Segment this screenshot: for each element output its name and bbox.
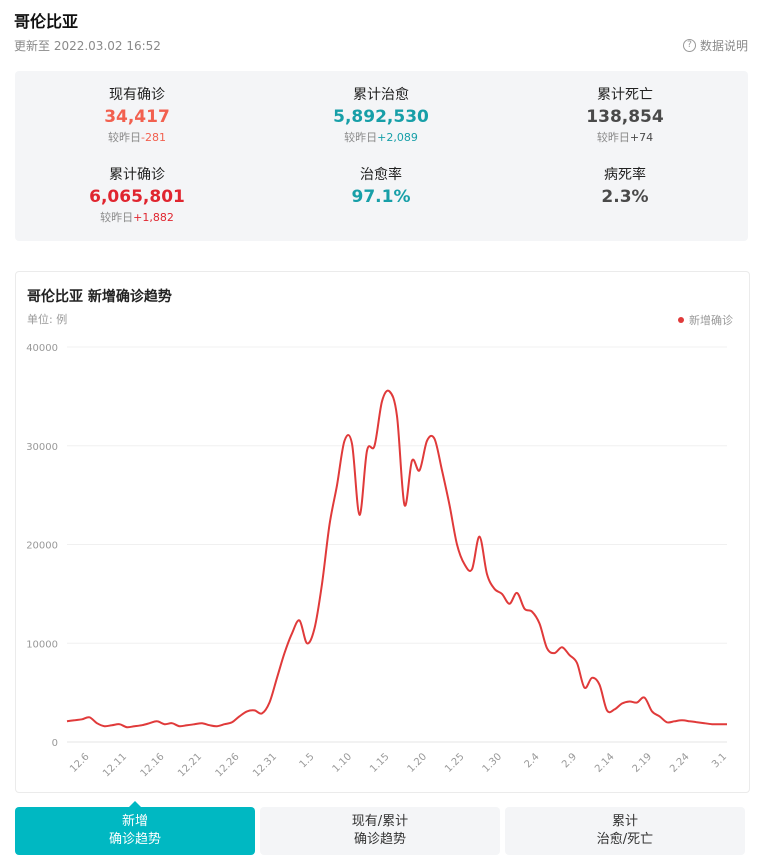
x-tick-label: 1.25 [443,751,467,775]
legend-dot-icon [678,317,684,323]
x-tick-label: 12.11 [101,751,129,779]
y-tick-label: 0 [52,738,58,749]
stat-delta-prefix: 较昨日 [100,211,134,224]
x-tick-label: 2.19 [631,751,655,775]
tab-current-total-trend[interactable]: 现有/累计 确诊趋势 [260,807,500,855]
x-tick-label: 12.16 [139,751,167,779]
x-tick-label: 1.5 [298,751,317,770]
y-tick-label: 20000 [26,541,58,552]
stat-value: 34,417 [104,107,170,127]
chart-title: 哥伦比亚 新增确诊趋势 [27,289,172,305]
stat-delta-prefix: 较昨日 [596,131,630,144]
stat-delta-prefix: 较昨日 [344,131,378,144]
stat-delta: 较昨日+2,089 [259,129,503,145]
stat-delta-value: +2,089 [377,131,418,144]
stat-value: 5,892,530 [333,107,429,127]
y-tick-label: 40000 [26,343,58,354]
stat-delta-value: -281 [141,131,166,144]
x-tick-label: 2.9 [560,751,579,770]
x-tick-label: 2.14 [593,751,617,775]
question-circle-icon: ? [682,39,696,52]
stat-label: 累计确诊 [109,167,165,183]
tab-label-line2: 确诊趋势 [108,832,161,847]
stat-value: 2.3% [601,187,649,207]
data-help-label: 数据说明 [699,39,748,53]
chart-tabs: 新增 确诊趋势 现有/累计 确诊趋势 累计 治愈/死亡 [15,801,748,855]
stat-label: 累计治愈 [353,87,409,103]
x-tick-label: 1.15 [368,751,392,775]
x-tick-label: 3.1 [710,751,729,770]
tab-pointer-icon [129,801,141,807]
series-line-new-confirmed [66,389,727,729]
stat-total-recovered: 累计治愈 5,892,530 较昨日+2,089 [259,84,503,145]
x-tick-label: 1.30 [481,751,505,775]
tab-label-line2: 治愈/死亡 [596,832,654,847]
data-help-link[interactable]: ? 数据说明 [682,37,748,54]
update-time: 更新至 2022.03.02 16:52 [14,39,161,53]
tab-new-confirmed-trend[interactable]: 新增 确诊趋势 [15,801,255,855]
stat-delta: 较昨日-281 [15,129,259,145]
stat-label: 治愈率 [360,167,402,183]
stat-current-confirmed: 现有确诊 34,417 较昨日-281 [15,84,259,145]
x-tick-label: 12.26 [214,751,242,779]
stat-label: 病死率 [604,167,646,183]
stat-delta-value: +1,882 [133,211,174,224]
tab-total-recovered-deaths[interactable]: 累计 治愈/死亡 [505,807,745,855]
y-tick-label: 30000 [26,442,58,453]
x-tick-label: 12.21 [176,751,204,779]
stat-recovery-rate: 治愈率 97.1% [259,164,503,207]
x-tick-label: 1.20 [406,751,430,775]
x-tick-label: 2.24 [668,751,692,775]
tab-label-line1: 累计 [611,814,638,829]
trend-line-chart: 0 10000 20000 30000 40000 12.6 12.11 12.16 12.21… [26,343,729,779]
x-tick-label: 12.31 [251,751,279,779]
legend-label: 新增确诊 [689,314,733,327]
stat-value: 6,065,801 [89,187,185,207]
x-tick-label: 2.4 [523,751,542,770]
tab-label-line2: 确诊趋势 [353,832,406,847]
stat-label: 累计死亡 [597,87,653,103]
stat-value: 97.1% [351,187,411,207]
stat-total-confirmed: 累计确诊 6,065,801 较昨日+1,882 [15,164,259,225]
x-tick-label: 12.6 [68,751,92,775]
stat-total-deaths: 累计死亡 138,854 较昨日+74 [503,84,747,145]
y-tick-label: 10000 [26,639,58,650]
trend-chart-card: 哥伦比亚 新增确诊趋势 单位: 例 新增确诊 0 10000 20000 30000 4… [15,271,750,793]
stat-value: 138,854 [586,107,664,127]
stat-label: 现有确诊 [109,87,165,103]
tab-label-line1: 新增 [121,814,148,829]
page-title: 哥伦比亚 [14,12,79,31]
stat-delta-value: +74 [629,131,654,144]
x-tick-label: 1.10 [331,751,355,775]
stat-fatality-rate: 病死率 2.3% [503,164,747,207]
stats-panel: 现有确诊 34,417 较昨日-281 累计治愈 5,892,530 较昨日+2… [15,71,748,241]
chart-legend[interactable]: 新增确诊 [678,312,733,328]
stat-delta: 较昨日+1,882 [15,209,259,225]
stat-delta: 较昨日+74 [503,129,747,145]
chart-unit-label: 单位: 例 [27,313,68,326]
tab-label-line1: 现有/累计 [351,814,409,829]
stat-delta-prefix: 较昨日 [108,131,142,144]
